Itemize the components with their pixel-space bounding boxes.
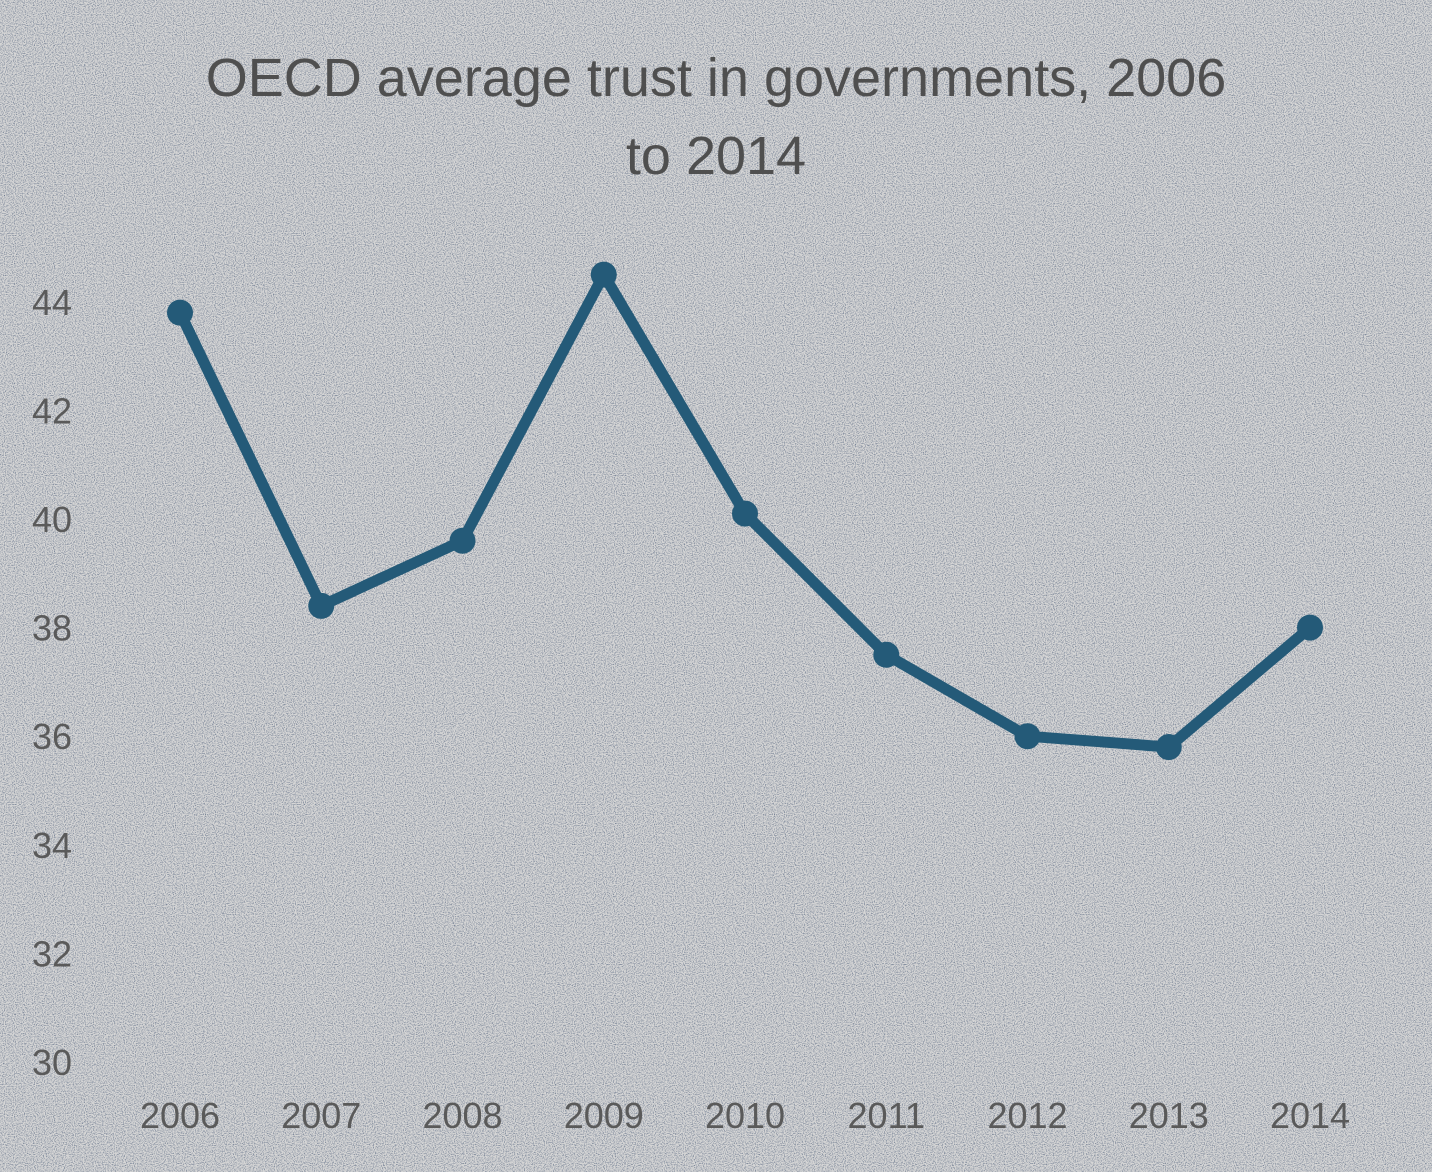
data-point — [167, 299, 193, 326]
x-tick-label: 2010 — [705, 1095, 785, 1136]
x-tick-label: 2009 — [564, 1095, 644, 1136]
x-tick-label: 2012 — [987, 1095, 1067, 1136]
chart-title-line-1: OECD average trust in governments, 2006 — [206, 48, 1227, 108]
data-point — [308, 592, 335, 619]
y-tick-label: 42 — [32, 390, 72, 431]
y-axis-tick-labels: 30 32 34 36 38 40 42 44 — [32, 282, 72, 1083]
data-point — [732, 500, 758, 527]
data-point — [590, 261, 617, 288]
y-tick-label: 40 — [32, 499, 72, 540]
x-tick-label: 2008 — [422, 1095, 502, 1136]
x-tick-label: 2006 — [140, 1095, 220, 1136]
data-point — [1297, 614, 1323, 641]
x-tick-label: 2013 — [1129, 1095, 1209, 1136]
x-tick-label: 2014 — [1270, 1095, 1350, 1136]
y-tick-label: 38 — [32, 608, 72, 649]
x-tick-label: 2007 — [281, 1095, 361, 1136]
y-tick-label: 36 — [32, 716, 72, 757]
data-point — [1014, 723, 1041, 750]
y-tick-label: 44 — [32, 282, 72, 323]
y-tick-label: 32 — [32, 933, 72, 974]
series-layer — [167, 261, 1323, 761]
data-point — [873, 641, 900, 668]
y-tick-label: 30 — [32, 1042, 72, 1083]
chart-title-line-2: to 2014 — [626, 126, 806, 186]
data-point — [1155, 734, 1182, 761]
x-tick-label: 2011 — [848, 1095, 925, 1136]
data-point — [449, 527, 476, 554]
x-axis-tick-labels: 2006 2007 2008 2009 2010 2011 2012 2013 2014 — [140, 1095, 1350, 1136]
y-tick-label: 34 — [32, 825, 72, 866]
